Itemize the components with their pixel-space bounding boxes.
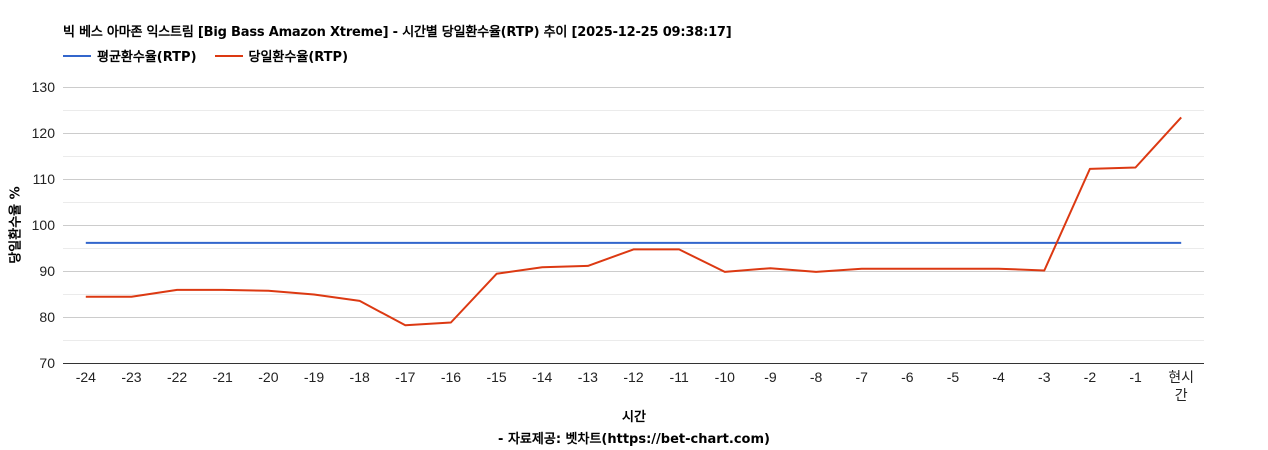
x-tick-label: -20 <box>258 369 278 385</box>
x-tick-label: -3 <box>1038 369 1051 385</box>
x-tick-label: -4 <box>992 369 1005 385</box>
x-tick-label: 현시 간 <box>1168 369 1194 403</box>
series-lines <box>85 116 1182 327</box>
x-tick-label: -7 <box>855 369 868 385</box>
series-line-daily-rtp[interactable] <box>85 116 1182 327</box>
x-tick-label: -14 <box>532 369 552 385</box>
gridlines <box>63 87 1204 364</box>
y-tick-label: 80 <box>39 309 55 325</box>
x-tick-label: -1 <box>1129 369 1142 385</box>
x-tick-label: -13 <box>578 369 598 385</box>
x-axis-ticks: -24 -23 -22 -21 -20 -19 -18 -17 -16 -15 -14 -13 -12 -… <box>76 369 1194 403</box>
x-tick-label: -24 <box>76 369 96 385</box>
legend-swatch-red <box>214 54 243 57</box>
legend-label: 당일환수율(RTP) <box>248 50 349 65</box>
x-tick-label: -22 <box>167 369 187 385</box>
x-tick-label: -2 <box>1084 369 1097 385</box>
x-tick-label: -12 <box>623 369 643 385</box>
y-axis-label: 당일환수율 % <box>8 186 24 264</box>
y-tick-label: 100 <box>32 217 56 233</box>
legend-swatch-blue <box>63 54 91 57</box>
x-tick-label: -18 <box>350 369 370 385</box>
x-tick-label: -11 <box>670 369 689 385</box>
x-tick-label: -21 <box>213 369 233 385</box>
x-tick-label: -23 <box>121 369 141 385</box>
x-tick-label: -19 <box>304 369 324 385</box>
x-tick-label: -9 <box>764 369 777 385</box>
y-axis-ticks: 70 80 90 100 110 120 130 <box>32 79 56 371</box>
chart-title: 빅 베스 아마존 익스트림 [Big Bass Amazon Xtreme] -… <box>63 25 732 40</box>
x-tick-label: -10 <box>715 369 735 385</box>
y-tick-label: 70 <box>39 355 55 371</box>
legend-item-average-rtp[interactable]: 평균환수율(RTP) <box>63 46 197 65</box>
x-axis-label: 시간 <box>622 410 646 425</box>
data-source-credit: - 자료제공: 벳차트(https://bet-chart.com) <box>498 432 770 447</box>
y-tick-label: 130 <box>32 79 56 95</box>
x-tick-label: -6 <box>901 369 914 385</box>
legend: 평균환수율(RTP) 당일환수율(RTP) <box>63 46 366 65</box>
y-tick-label: 90 <box>39 263 55 279</box>
x-tick-label: -15 <box>486 369 506 385</box>
x-tick-label: -5 <box>947 369 960 385</box>
y-tick-label: 120 <box>32 125 56 141</box>
x-tick-label: -17 <box>395 369 415 385</box>
x-tick-label: -16 <box>441 369 461 385</box>
legend-item-daily-rtp[interactable]: 당일환수율(RTP) <box>214 46 349 65</box>
x-tick-label: -8 <box>810 369 823 385</box>
legend-label: 평균환수율(RTP) <box>97 50 197 65</box>
y-tick-label: 110 <box>33 171 56 187</box>
